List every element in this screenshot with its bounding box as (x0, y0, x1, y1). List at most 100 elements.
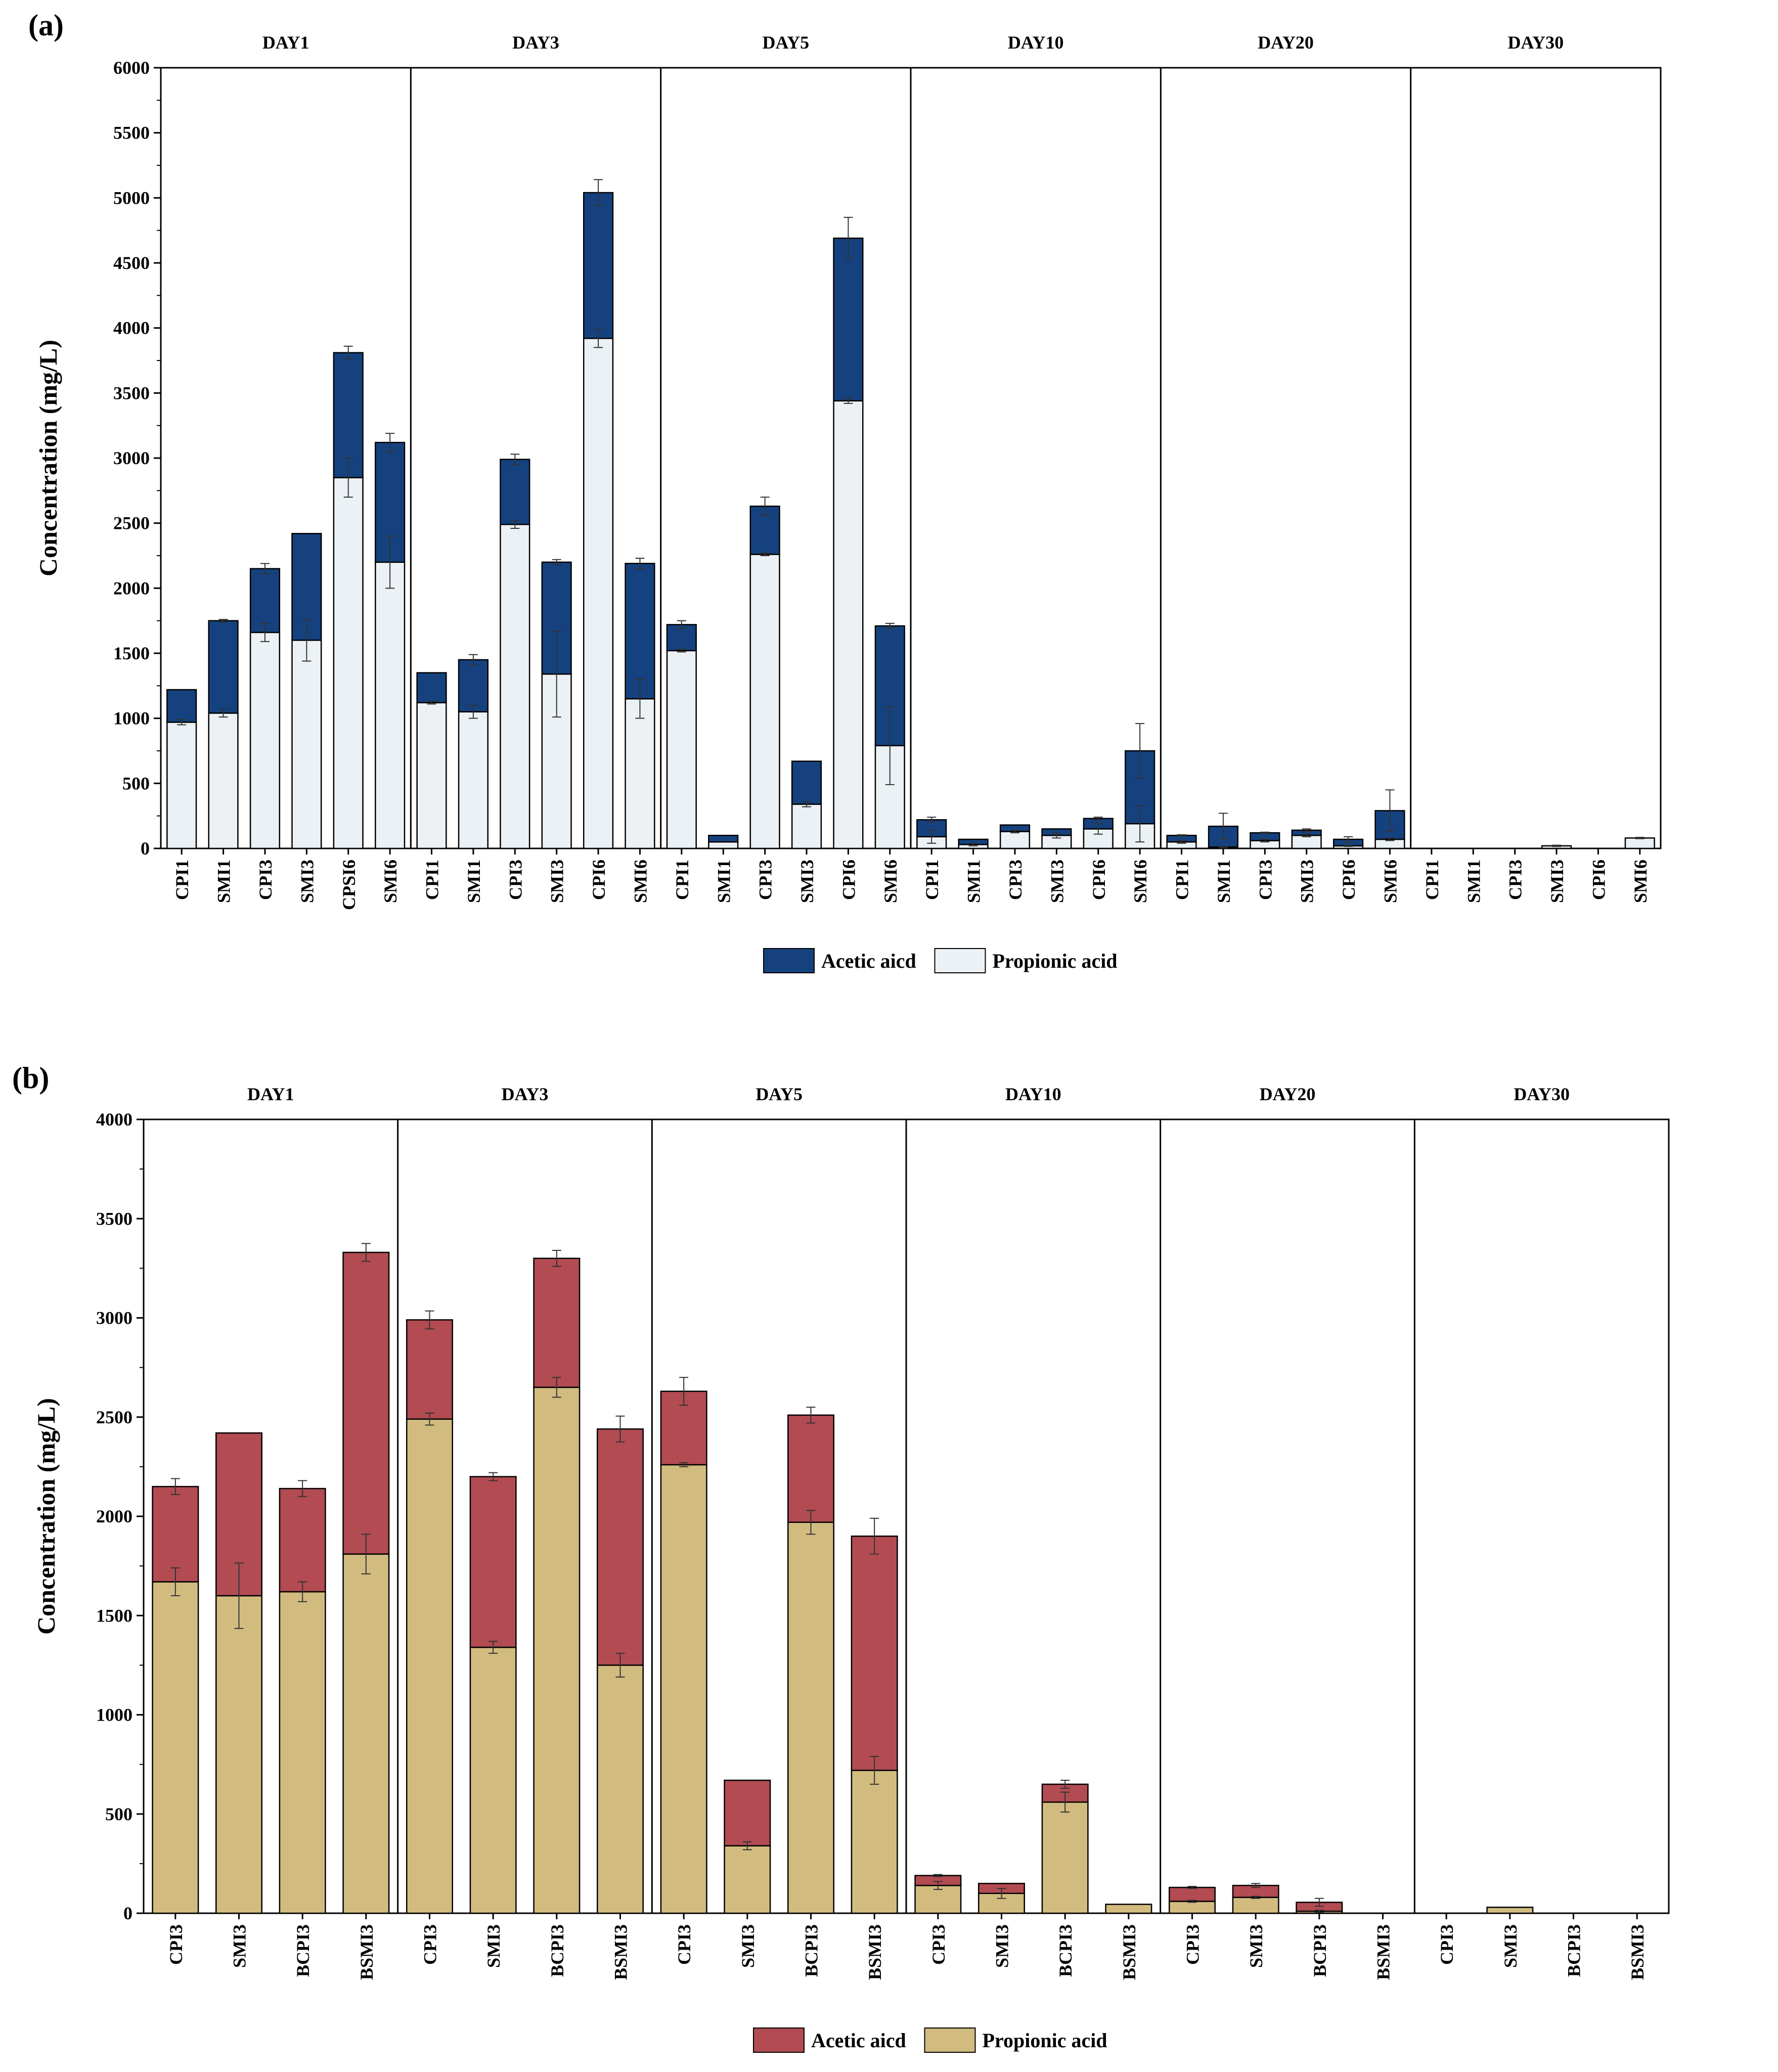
bar-propionic-acid (708, 841, 739, 849)
error-bar-propionic-acid (302, 619, 312, 662)
error-bar-propionic-acid (1135, 805, 1145, 843)
x-tick-label: BCPI3 (802, 1924, 822, 1977)
bar-propionic-acid (279, 1591, 326, 1914)
error-bar-propionic-acid (1093, 823, 1103, 835)
error-bar-propionic-acid (1060, 1791, 1070, 1813)
group-label-day10: DAY10 (1005, 1084, 1061, 1104)
x-tick-label: SMI3 (1500, 1924, 1521, 1968)
x-tick-label: CPI3 (928, 1924, 949, 1965)
bar-acetic-acid (342, 1251, 390, 1555)
bar-propionic-acid (291, 640, 322, 849)
x-tick-label: SMI1 (714, 860, 734, 903)
error-bar-acetic-acid (1218, 813, 1228, 840)
bar-acetic-acid (597, 1428, 644, 1666)
y-tick-label: 3000 (113, 448, 150, 468)
bar-acetic-acid (851, 1536, 898, 1771)
error-bar-propionic-acid (510, 520, 520, 529)
x-tick-label: SMI3 (1547, 860, 1567, 903)
x-tick-label: CPI6 (1588, 860, 1609, 900)
x-tick-label: CPI3 (1005, 860, 1026, 900)
x-tick-label: CPI3 (1505, 860, 1526, 900)
error-bar-propionic-acid (427, 701, 436, 705)
x-tick-label: CPI3 (166, 1924, 186, 1965)
error-bar-acetic-acid (1187, 1886, 1197, 1889)
bar-propionic-acid (375, 561, 406, 849)
group-label-day3: DAY3 (502, 1084, 549, 1104)
error-bar-acetic-acid (885, 622, 895, 629)
y-tick-label: 6000 (113, 58, 150, 78)
error-bar-acetic-acid (806, 1407, 816, 1424)
y-tick-label: 2500 (96, 1407, 132, 1427)
x-tick-label: CPI1 (922, 860, 942, 900)
error-bar-propionic-acid (885, 706, 895, 785)
chart-panel-2: (b) Concentration (mg/L) 0 500 1000 1500 2000 2… (12, 1061, 1670, 2053)
error-bar-propionic-acid (968, 842, 978, 846)
x-tick-label: SMI3 (738, 1924, 758, 1968)
bar-propionic-acid (166, 722, 197, 849)
bar-propionic-acid (458, 711, 489, 849)
error-bar-acetic-acid (1260, 831, 1270, 834)
legend-swatch-acetic-acid (753, 2028, 805, 2053)
x-tick-label: SMI3 (547, 860, 567, 903)
y-tick-label: 0 (141, 838, 150, 859)
legend-label: Propionic acid (983, 2029, 1107, 2052)
x-tick-label: CPI1 (172, 860, 192, 900)
error-bar-propionic-acid (425, 1412, 434, 1426)
error-bar-propionic-acid (802, 801, 812, 807)
error-bar-acetic-acid (552, 1250, 561, 1267)
error-bar-acetic-acid (425, 1310, 434, 1330)
group-label-day20: DAY20 (1258, 32, 1314, 53)
bar-propionic-acid (1291, 835, 1322, 849)
error-bar-propionic-acid (1344, 844, 1353, 847)
bar-propionic-acid (215, 1595, 262, 1914)
error-bar-acetic-acid (679, 1377, 689, 1406)
y-tick-label: 3500 (113, 383, 150, 403)
error-bar-acetic-acid (510, 454, 520, 465)
x-tick-label: CPI3 (420, 1924, 440, 1965)
x-tick-label: CPI6 (838, 860, 859, 900)
bar-propionic-acid (1232, 1897, 1279, 1914)
error-bar-acetic-acid (1385, 789, 1395, 832)
x-tick-label: SMI6 (880, 860, 901, 903)
error-bar-propionic-acid (177, 719, 187, 726)
bar-propionic-acid (749, 554, 780, 849)
x-tick-label: SMI1 (964, 860, 984, 903)
bar-propionic-acid (333, 477, 364, 849)
error-bar-propionic-acid (927, 829, 937, 844)
error-bar-propionic-acid (552, 1377, 561, 1398)
error-bar-acetic-acid (677, 620, 686, 629)
x-tick-label: BSMI3 (1119, 1924, 1139, 1980)
x-tick-label: BCPI3 (547, 1924, 567, 1977)
group-label-day3: DAY3 (512, 32, 559, 53)
x-tick-label: CPI3 (505, 860, 525, 900)
x-tick-label: BSMI3 (1373, 1924, 1394, 1980)
x-tick-label: SMI1 (464, 860, 484, 903)
bar-acetic-acid (583, 192, 614, 339)
error-bar-propionic-acid (997, 1887, 1006, 1899)
bar-acetic-acid (416, 672, 447, 704)
bar-propionic-acid (533, 1386, 581, 1914)
x-tick-label: CPI6 (1089, 860, 1109, 900)
y-tick-label: 4000 (113, 318, 150, 338)
y-tick-label: 1000 (113, 708, 150, 729)
bar-propionic-acid (851, 1770, 898, 1914)
bar-propionic-acid (660, 1464, 707, 1914)
x-tick-label: SMI3 (230, 1924, 250, 1968)
error-bar-propionic-acid (1260, 838, 1270, 843)
group-label-day30: DAY30 (1507, 32, 1564, 53)
bar-propionic-acid (914, 1884, 962, 1914)
bar-acetic-acid (625, 563, 655, 700)
error-bar-propionic-acid (679, 1462, 689, 1467)
x-tick-label: CPI1 (422, 860, 442, 900)
error-bar-acetic-acid (1177, 834, 1186, 837)
x-tick-label: CPI3 (1183, 1924, 1203, 1965)
error-bar-acetic-acid (1251, 1883, 1261, 1888)
error-bar-propionic-acid (361, 1534, 371, 1574)
bar-acetic-acid (791, 760, 822, 805)
x-tick-label: CPSI6 (339, 860, 359, 910)
error-bar-acetic-acid (1344, 836, 1353, 843)
error-bar-acetic-acid (170, 1478, 180, 1495)
legend-swatch-propionic-acid (934, 948, 986, 973)
x-tick-label: BSMI3 (1627, 1924, 1648, 1980)
